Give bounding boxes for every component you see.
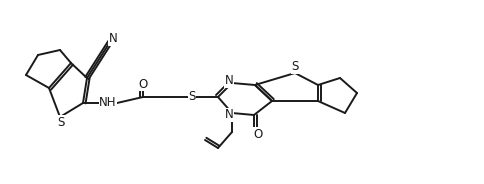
Text: N: N (225, 75, 233, 88)
Text: S: S (57, 116, 65, 128)
Text: S: S (291, 61, 299, 73)
Text: N: N (108, 33, 118, 45)
Text: S: S (188, 89, 196, 102)
Text: N: N (225, 109, 233, 121)
Text: O: O (138, 77, 148, 91)
Text: O: O (254, 128, 263, 141)
Text: NH: NH (99, 96, 117, 109)
